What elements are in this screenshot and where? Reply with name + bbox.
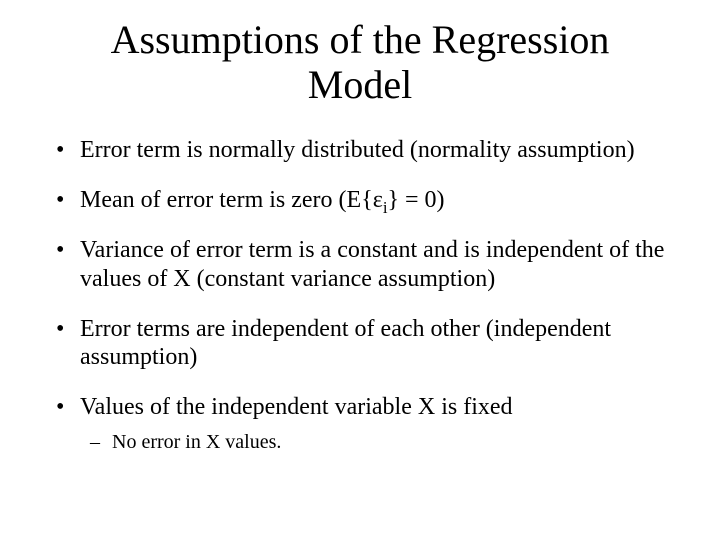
title-line-2: Model [308, 62, 412, 107]
bullet-item: Variance of error term is a constant and… [54, 236, 666, 293]
bullet-item: Error terms are independent of each othe… [54, 315, 666, 372]
sub-bullet-text: No error in X values. [112, 431, 281, 453]
sub-bullet-list: No error in X values. [80, 430, 666, 454]
bullet-text-suffix: } = 0) [387, 187, 444, 213]
bullet-item: Mean of error term is zero (E{εi} = 0) [54, 186, 666, 214]
epsilon-symbol: ε [373, 187, 383, 213]
bullet-text: Values of the independent variable X is … [80, 394, 513, 420]
slide: Assumptions of the Regression Model Erro… [0, 0, 720, 540]
bullet-item: Values of the independent variable X is … [54, 393, 666, 453]
bullet-text: Error terms are independent of each othe… [80, 316, 611, 370]
title-line-1: Assumptions of the Regression [111, 17, 610, 62]
bullet-item: Error term is normally distributed (norm… [54, 136, 666, 164]
slide-title: Assumptions of the Regression Model [54, 18, 666, 108]
bullet-text: Error term is normally distributed (norm… [80, 137, 635, 163]
sub-bullet-item: No error in X values. [90, 430, 666, 454]
bullet-text: Variance of error term is a constant and… [80, 237, 664, 291]
bullet-list: Error term is normally distributed (norm… [54, 136, 666, 454]
bullet-text-prefix: Mean of error term is zero (E{ [80, 187, 373, 213]
